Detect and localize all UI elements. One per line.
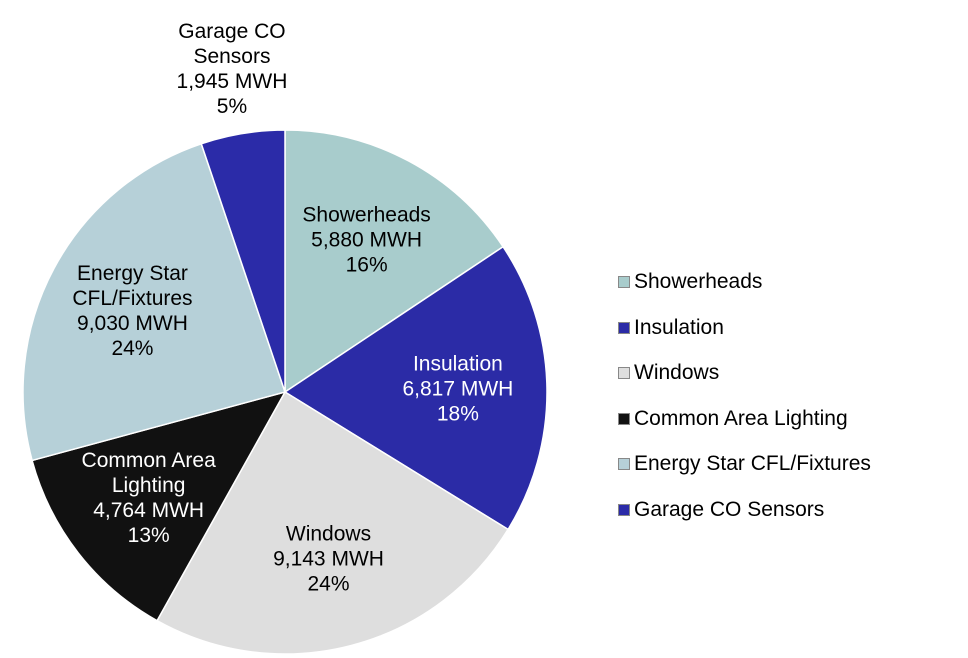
slice-value: 5,880 MWH [311,228,423,252]
legend-label: Common Area Lighting [634,406,848,430]
slice-label: Insulation 6,817 MWH 18% [383,351,533,426]
pie-slice [156,390,510,655]
legend-swatch [618,321,630,334]
slice-category: Common Area Lighting [81,449,216,498]
pie-slice [283,245,548,531]
slice-category: Insulation [412,352,503,376]
slice-label: Windows 9,143 MWH 24% [254,522,404,597]
legend-swatch [618,367,630,379]
legend-swatch [618,412,630,425]
pie-slice [284,129,505,394]
slice-label: Showerheads 5,880 MWH 16% [292,202,442,277]
slice-percent: 24% [307,572,350,596]
pie-slice [31,390,287,622]
legend-label: Showerheads [634,270,763,293]
legend-item: Windows [618,361,719,385]
legend-label: Energy Star CFL/Fixtures [634,452,871,475]
slice-value: 6,817 MWH [402,377,514,401]
pie-slice [22,142,286,462]
legend-label: Windows [634,361,720,384]
legend-label: Garage CO Sensors [634,497,825,521]
legend-item: Showerheads [618,270,762,294]
slice-percent: 18% [436,402,479,426]
slice-label: Energy Star CFL/Fixtures 9,030 MWH 24% [57,261,207,361]
slice-percent: 24% [111,336,154,360]
legend-item: Energy Star CFL/Fixtures [618,452,871,476]
legend-label: Insulation [634,315,724,339]
slice-label: Garage CO Sensors 1,945 MWH 5% [157,19,307,119]
legend-swatch [618,276,630,288]
legend-item: Garage CO Sensors [618,498,824,522]
slice-category: Windows [285,522,372,546]
slice-value: 9,143 MWH [273,547,384,571]
slice-value: 1,945 MWH [176,69,288,93]
slice-value: 9,030 MWH [77,311,188,335]
legend-swatch [618,503,630,516]
slice-category: Garage CO Sensors [178,19,286,68]
legend-swatch [618,458,630,470]
slice-percent: 16% [345,253,388,277]
legend-item: Common Area Lighting [618,407,848,431]
slice-label: Common Area Lighting 4,764 MWH 13% [74,448,224,548]
slice-percent: 5% [216,94,248,118]
slice-percent: 13% [127,524,170,548]
slice-value: 4,764 MWH [93,499,205,523]
pie-slice [200,129,286,393]
slice-category: Showerheads [302,203,431,227]
legend-item: Insulation [618,316,724,340]
slice-category: Energy Star CFL/Fixtures [72,261,193,310]
